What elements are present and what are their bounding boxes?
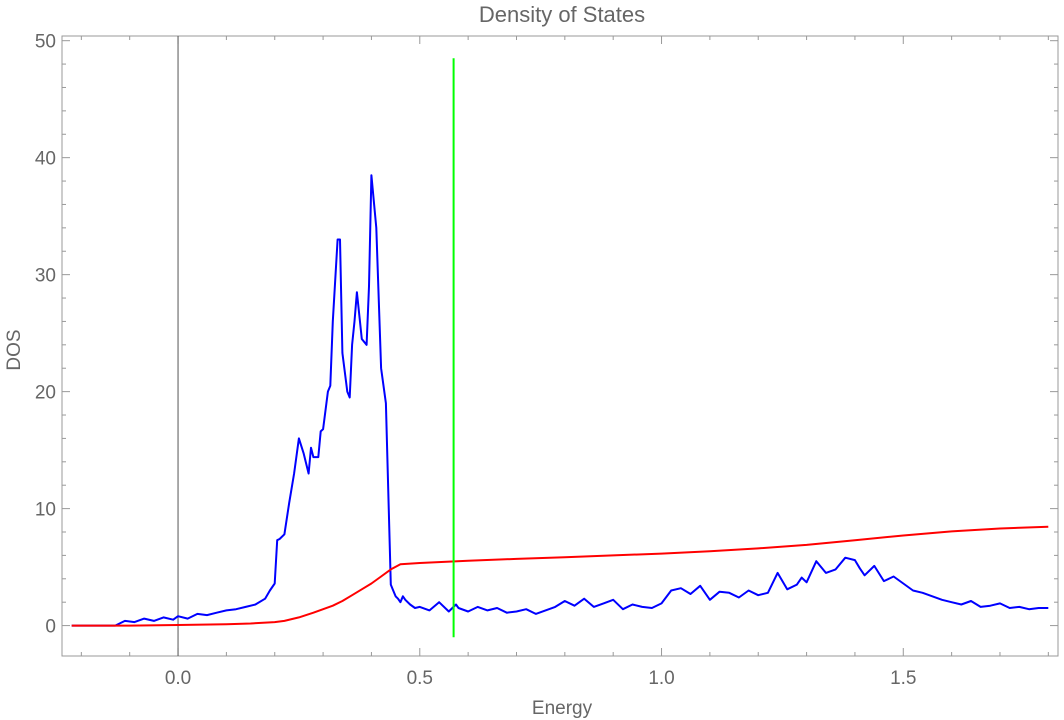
series-line-0 bbox=[71, 174, 1049, 627]
y-tick-label: 0 bbox=[45, 617, 56, 638]
y-tick-label: 20 bbox=[35, 383, 56, 404]
y-axis-title: DOS bbox=[4, 329, 25, 370]
plot-frame bbox=[61, 35, 1059, 657]
y-tick-label: 30 bbox=[35, 266, 56, 287]
x-tick-label: 1.0 bbox=[648, 668, 674, 689]
series-line-1 bbox=[71, 525, 1049, 627]
x-tick-label: 0.5 bbox=[407, 668, 433, 689]
series-layer bbox=[71, 58, 1049, 638]
x-tick-label: 1.5 bbox=[890, 668, 916, 689]
y-tick-label: 40 bbox=[35, 149, 56, 170]
ticks-group: 0.0 0.5 1.0 1.5 0 10 20 30 40 50 bbox=[35, 32, 1058, 689]
x-axis-title: Energy bbox=[532, 698, 593, 719]
y-tick-label: 10 bbox=[35, 500, 56, 521]
x-tick-label: 0.0 bbox=[165, 668, 191, 689]
y-tick-label: 50 bbox=[35, 32, 56, 53]
chart-title: Density of States bbox=[479, 2, 645, 27]
